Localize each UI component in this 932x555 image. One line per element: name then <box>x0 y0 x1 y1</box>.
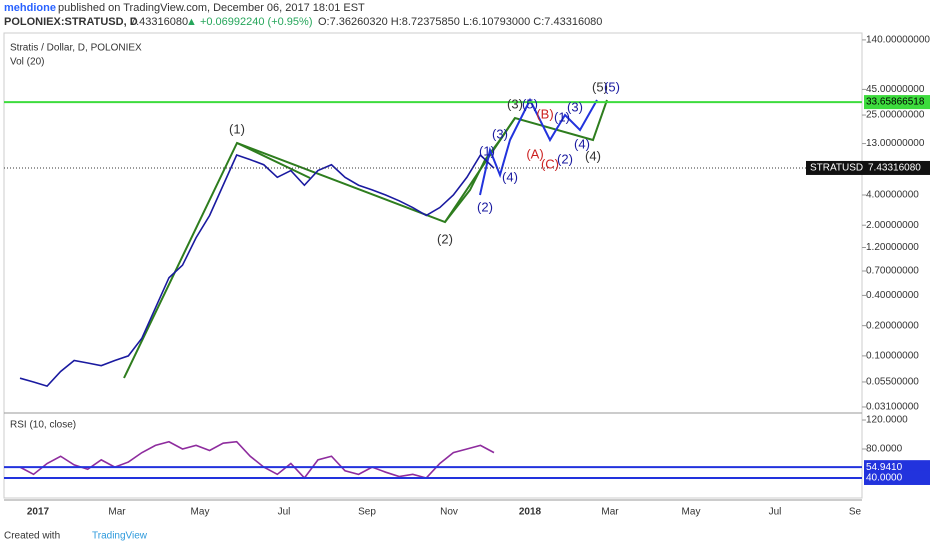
y-tick-label: 4.00000000 <box>866 190 919 201</box>
x-tick-label: 2017 <box>27 507 50 518</box>
change: ▲ +0.06992240 (+0.95%) <box>186 16 312 28</box>
price-tag <box>864 470 930 485</box>
wave-label: (1) <box>554 109 570 124</box>
y-tick-label: 45.00000000 <box>866 84 925 95</box>
price-tag-name: STRATUSD <box>810 163 863 174</box>
wave-label: (C) <box>541 156 559 171</box>
frame <box>3 32 863 499</box>
x-tick-label: Sep <box>358 507 376 518</box>
wave-lines <box>236 142 311 179</box>
price-tag-label: 7.43316080 <box>868 163 921 174</box>
price: 7.43316080 <box>130 16 188 28</box>
y-tick-label: 120.0000 <box>866 415 908 426</box>
price-line <box>19 153 495 388</box>
price-tag-label: 33.65866518 <box>866 97 925 108</box>
price-tag-label: 40.0000 <box>866 473 903 484</box>
x-tick-label: Mar <box>108 507 126 518</box>
rsi-title: RSI (10, close) <box>10 420 76 431</box>
author: mehdione <box>4 2 56 14</box>
wave-label: (B) <box>536 106 553 121</box>
wave-label: (5) <box>592 79 608 94</box>
y-tick-label: 80.0000 <box>866 444 903 455</box>
wave-label: (2) <box>477 199 493 214</box>
wave-lines <box>123 99 608 379</box>
wave-label: (5) <box>604 79 620 94</box>
wave-label: (A) <box>526 146 543 161</box>
footer-brand: TradingView <box>92 531 148 542</box>
price-line <box>19 440 495 480</box>
y-tick-label: 2.00000000 <box>866 220 919 231</box>
chart-title: Stratis / Dollar, D, POLONIEX <box>10 43 142 54</box>
price-tag <box>864 460 930 475</box>
wave-label: (3) <box>567 99 583 114</box>
x-tick-label: 2018 <box>519 507 542 518</box>
wave-label: (1) <box>229 121 245 136</box>
y-tick-label: 1.20000000 <box>866 242 919 253</box>
wave-label: (1) <box>479 143 495 158</box>
x-tick-label: Mar <box>601 507 619 518</box>
wave-label: (5) <box>522 96 538 111</box>
wave-label: (4) <box>574 136 590 151</box>
x-tick-label: Jul <box>769 507 782 518</box>
price-tag <box>864 95 930 110</box>
wave-label: (3) <box>507 96 523 111</box>
indicator: Vol (20) <box>10 57 44 68</box>
published: published on TradingView.com, December 0… <box>58 2 365 14</box>
x-tick-label: Nov <box>440 507 458 518</box>
x-tick-label: Jul <box>278 507 291 518</box>
y-tick-label: 25.00000000 <box>866 110 925 121</box>
wave-label: (4) <box>585 148 601 163</box>
x-tick-label: Se <box>849 507 862 518</box>
y-tick-label: 140.00000000 <box>866 35 930 46</box>
price-tag <box>806 160 930 175</box>
x-tick-label: May <box>682 507 701 518</box>
y-tick-label: 0.03100000 <box>866 402 919 413</box>
y-tick-label: 0.70000000 <box>866 266 919 277</box>
y-tick-label: 0.10000000 <box>866 351 919 362</box>
wave-label: (3) <box>492 126 508 141</box>
wave-label: (4) <box>502 169 518 184</box>
wave-label: (2) <box>557 151 573 166</box>
wave-drawing <box>123 99 608 379</box>
y-tick-label: 0.20000000 <box>866 320 919 331</box>
x-tick-label: May <box>191 507 210 518</box>
footer-created: Created with <box>4 531 60 542</box>
wave-lines <box>479 97 598 196</box>
price-tag-label: 54.9410 <box>866 462 903 473</box>
y-tick-label: 13.00000000 <box>866 138 925 149</box>
wave-label: (2) <box>437 231 453 246</box>
ohlc: O:7.36260320 H:8.72375850 L:6.10793000 C… <box>318 16 602 28</box>
y-tick-label: 0.05500000 <box>866 377 919 388</box>
y-tick-label: 0.40000000 <box>866 290 919 301</box>
symbol: POLONIEX:STRATUSD, D <box>4 16 138 28</box>
